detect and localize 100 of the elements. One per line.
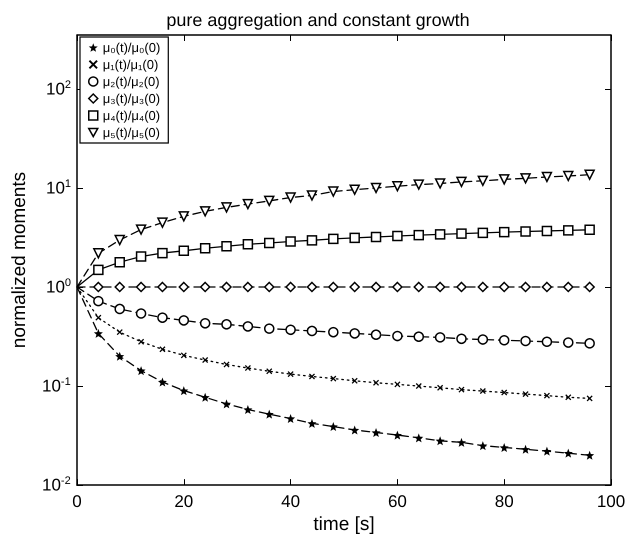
point: [434, 332, 446, 343]
point: [306, 235, 318, 246]
point: [584, 282, 595, 292]
x-tick-label: 40: [281, 492, 300, 512]
point: [456, 334, 467, 344]
point: [114, 234, 125, 246]
point: [222, 399, 232, 408]
point: [285, 282, 296, 292]
point: [93, 248, 104, 259]
point: [242, 321, 254, 332]
point: [498, 282, 510, 292]
point: [264, 196, 274, 206]
x-axis-title: time [s]: [313, 514, 375, 535]
point: [94, 328, 103, 338]
point: [93, 282, 104, 292]
point: [200, 282, 210, 292]
point: [392, 330, 403, 342]
point: [520, 282, 531, 292]
point: [306, 282, 318, 292]
point: [200, 392, 210, 402]
y-axis-title: normalized moments: [9, 172, 30, 348]
point: [224, 362, 230, 368]
point: [584, 338, 595, 349]
point: [456, 228, 467, 239]
point: [352, 378, 358, 384]
point: [414, 179, 424, 190]
point: [520, 173, 531, 184]
point: [521, 444, 530, 454]
point: [480, 388, 486, 394]
point: [202, 357, 208, 364]
point: [414, 230, 424, 240]
point: [136, 251, 146, 262]
point: [500, 442, 509, 452]
point: [136, 308, 146, 319]
point: [434, 178, 446, 189]
point: [158, 377, 167, 386]
legend-label: μ₅(t)/μ₅(0): [102, 125, 160, 140]
point: [563, 337, 574, 348]
point: [349, 184, 360, 195]
point: [522, 391, 529, 398]
legend-label: μ₄(t)/μ₄(0): [102, 108, 160, 123]
y-tick-label: 10$^{1}$: [46, 178, 72, 198]
point: [585, 450, 594, 460]
point: [563, 170, 574, 182]
point: [286, 414, 296, 424]
point: [264, 282, 274, 292]
point: [520, 336, 531, 346]
point: [478, 228, 488, 238]
point: [221, 319, 232, 330]
point: [244, 365, 251, 372]
legend-label: μ₂(t)/μ₂(0): [102, 74, 160, 89]
point: [114, 256, 125, 268]
point: [264, 238, 274, 248]
point: [372, 428, 381, 437]
point: [544, 392, 550, 399]
point: [563, 282, 574, 292]
point: [456, 438, 466, 447]
point: [242, 198, 254, 210]
point: [542, 446, 552, 456]
point: [157, 282, 168, 292]
point: [370, 329, 382, 340]
y-tick-label: 10$^{2}$: [46, 78, 72, 99]
y-tick-label: 10$^{-1}$: [42, 376, 71, 396]
point: [136, 224, 146, 235]
point: [542, 282, 552, 292]
point: [221, 282, 232, 292]
point: [501, 390, 508, 396]
point: [478, 176, 488, 186]
point: [178, 315, 190, 326]
x-tick-label: 80: [494, 492, 514, 512]
point: [221, 240, 232, 252]
point: [200, 318, 210, 329]
point: [563, 225, 574, 236]
point: [584, 169, 595, 180]
point: [330, 376, 336, 382]
point: [392, 230, 403, 242]
point: [328, 422, 338, 432]
point: [307, 418, 316, 428]
legend-label: μ₁(t)/μ₁(0): [102, 57, 158, 72]
point: [414, 331, 424, 342]
legend-label: μ₃(t)/μ₃(0): [102, 91, 160, 106]
point: [157, 312, 168, 323]
point: [157, 248, 168, 258]
point: [180, 352, 187, 358]
point: [434, 229, 446, 240]
point: [93, 296, 104, 306]
point: [349, 232, 360, 244]
point: [221, 202, 232, 213]
point: [264, 410, 274, 419]
point: [178, 246, 190, 256]
point: [136, 366, 146, 376]
point: [159, 346, 166, 352]
point: [93, 264, 104, 276]
point: [136, 282, 146, 292]
legend-label: μ₀(t)/μ₀(0): [102, 40, 160, 55]
point: [564, 448, 573, 458]
point: [478, 334, 488, 345]
point: [328, 186, 339, 197]
point: [456, 282, 467, 292]
point: [114, 304, 125, 314]
